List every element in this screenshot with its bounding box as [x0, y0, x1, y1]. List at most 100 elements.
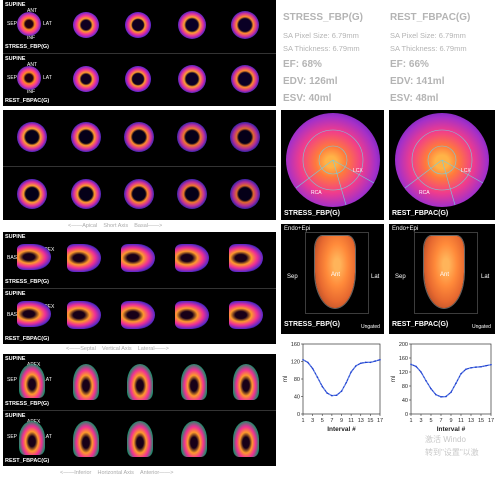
- volume-point: [430, 388, 432, 390]
- volume-point: [415, 365, 417, 368]
- volume-point: [465, 368, 467, 370]
- vla-slice: [229, 301, 263, 329]
- ant-label: ANT: [27, 8, 37, 14]
- volume-point: [440, 396, 442, 398]
- hla-slice: [181, 421, 207, 457]
- volume-point: [460, 372, 462, 375]
- lat-label: Lat: [371, 274, 380, 280]
- x-tick-label: 15: [367, 418, 373, 424]
- vla-slice: [67, 301, 101, 329]
- volume-point: [335, 394, 338, 396]
- volume-point: [321, 385, 324, 388]
- y-tick-label: 80: [402, 384, 408, 390]
- x-tick-label: 5: [321, 418, 324, 424]
- y-tick-label: 160: [291, 342, 300, 348]
- rest-surface-panel: Endo+Epi Sep Lat Ant REST_FBPAC(G) Ungat…: [389, 224, 495, 334]
- stress-row-label: STRESS_FBP(G): [5, 44, 50, 50]
- x-axis-label: Interval #: [437, 426, 466, 433]
- rest-esv: ESV: 48ml: [390, 93, 439, 104]
- stress-row-label: STRESS_FBP(G): [5, 401, 50, 407]
- hla-slice: [127, 421, 153, 457]
- sa-slice: [125, 12, 151, 38]
- inferior-label: Inferior: [74, 470, 92, 476]
- short-axis-label: Short Axis: [103, 223, 129, 229]
- vertical-axis-label: Vertical Axis: [101, 346, 132, 352]
- supine-label: SUPINE: [5, 56, 26, 62]
- stress-row-label: STRESS_FBP(G): [5, 279, 50, 285]
- volume-point: [364, 361, 367, 364]
- rest-thickness: SA Thickness: 6.79mm: [390, 44, 467, 53]
- rest-short-axis-row-2: [3, 166, 276, 220]
- volume-point: [311, 367, 314, 370]
- short-axis-panel-top: SUPINE ANT SEP LAT INF STRESS_FBP(G) SUP…: [3, 0, 276, 106]
- hla-slice: [233, 421, 259, 457]
- base-label: BASE: [7, 312, 21, 318]
- stress-surface-label: STRESS_FBP(G): [284, 321, 341, 328]
- volume-point: [425, 379, 427, 382]
- stress-stats-title: STRESS_FBP(G): [283, 12, 364, 23]
- sep-label: SEP: [7, 377, 18, 383]
- wireframe-mesh: [414, 232, 478, 314]
- rest-edv: EDV: 141ml: [390, 76, 445, 87]
- volume-point: [302, 358, 304, 361]
- sa-slice: [17, 122, 47, 152]
- volume-point: [340, 390, 343, 393]
- inf-label: INF: [27, 89, 36, 95]
- vla-slice: [229, 244, 263, 272]
- vla-slice: [17, 301, 51, 327]
- lcx-label: LCX: [353, 168, 363, 174]
- volume-point: [345, 381, 348, 384]
- hla-slice: [233, 364, 259, 400]
- vla-slice: [121, 301, 155, 329]
- volume-point: [359, 362, 362, 365]
- x-tick-label: 17: [488, 418, 494, 424]
- volume-point: [331, 394, 333, 397]
- endo-epi-label: Endo+Epi: [284, 226, 311, 232]
- rest-vertical-row: SUPINE BASE APEX REST_FBPAC(G): [3, 288, 276, 344]
- septal-label: Septal: [80, 346, 96, 352]
- x-axis-label: Interval #: [327, 426, 356, 433]
- sep-label: Sep: [395, 274, 406, 280]
- volume-point: [355, 365, 357, 367]
- stress-ef: EF: 68%: [283, 59, 322, 70]
- lat-label: LAT: [43, 21, 52, 27]
- x-tick-label: 3: [311, 418, 314, 424]
- basal-label: Basal: [134, 223, 148, 229]
- sa-slice: [178, 11, 206, 39]
- x-tick-label: 7: [439, 418, 442, 424]
- vla-slice: [175, 301, 209, 329]
- volume-point: [490, 363, 492, 366]
- stress-short-axis-row: SUPINE ANT SEP LAT INF STRESS_FBP(G): [3, 0, 276, 53]
- sa-slice: [17, 179, 47, 209]
- y-axis-label: ml: [391, 376, 397, 382]
- sa-slice: [231, 65, 259, 93]
- sa-slice: [177, 179, 207, 209]
- rca-label: RCA: [311, 190, 322, 196]
- volume-point: [445, 395, 447, 398]
- volume-point: [307, 361, 309, 364]
- volume-point: [450, 391, 452, 394]
- x-tick-label: 11: [348, 418, 354, 424]
- y-tick-label: 0: [297, 412, 300, 418]
- x-tick-label: 5: [429, 418, 432, 424]
- horizontal-axis-label: Horizontal Axis: [97, 470, 134, 476]
- y-tick-label: 40: [402, 398, 408, 404]
- vla-slice: [175, 244, 209, 272]
- hla-slice: [181, 364, 207, 400]
- y-axis-label: ml: [283, 376, 289, 382]
- rest-surface-label: REST_FBPAC(G): [392, 321, 449, 328]
- hla-slice: [19, 421, 45, 455]
- ant-label: ANT: [27, 62, 37, 68]
- stress-esv: ESV: 40ml: [283, 93, 332, 104]
- supine-label: SUPINE: [5, 356, 26, 362]
- volume-point: [475, 366, 477, 368]
- lateral-label: Lateral: [137, 346, 155, 352]
- sa-slice: [17, 12, 41, 36]
- lcx-label: LCX: [461, 168, 471, 174]
- lat-label: LAT: [43, 75, 52, 81]
- rest-short-axis-row: SUPINE ANT SEP LAT INF REST_FBPAC(G): [3, 53, 276, 106]
- supine-label: SUPINE: [5, 2, 26, 8]
- rest-ef: EF: 66%: [390, 59, 429, 70]
- x-tick-label: 1: [301, 418, 304, 424]
